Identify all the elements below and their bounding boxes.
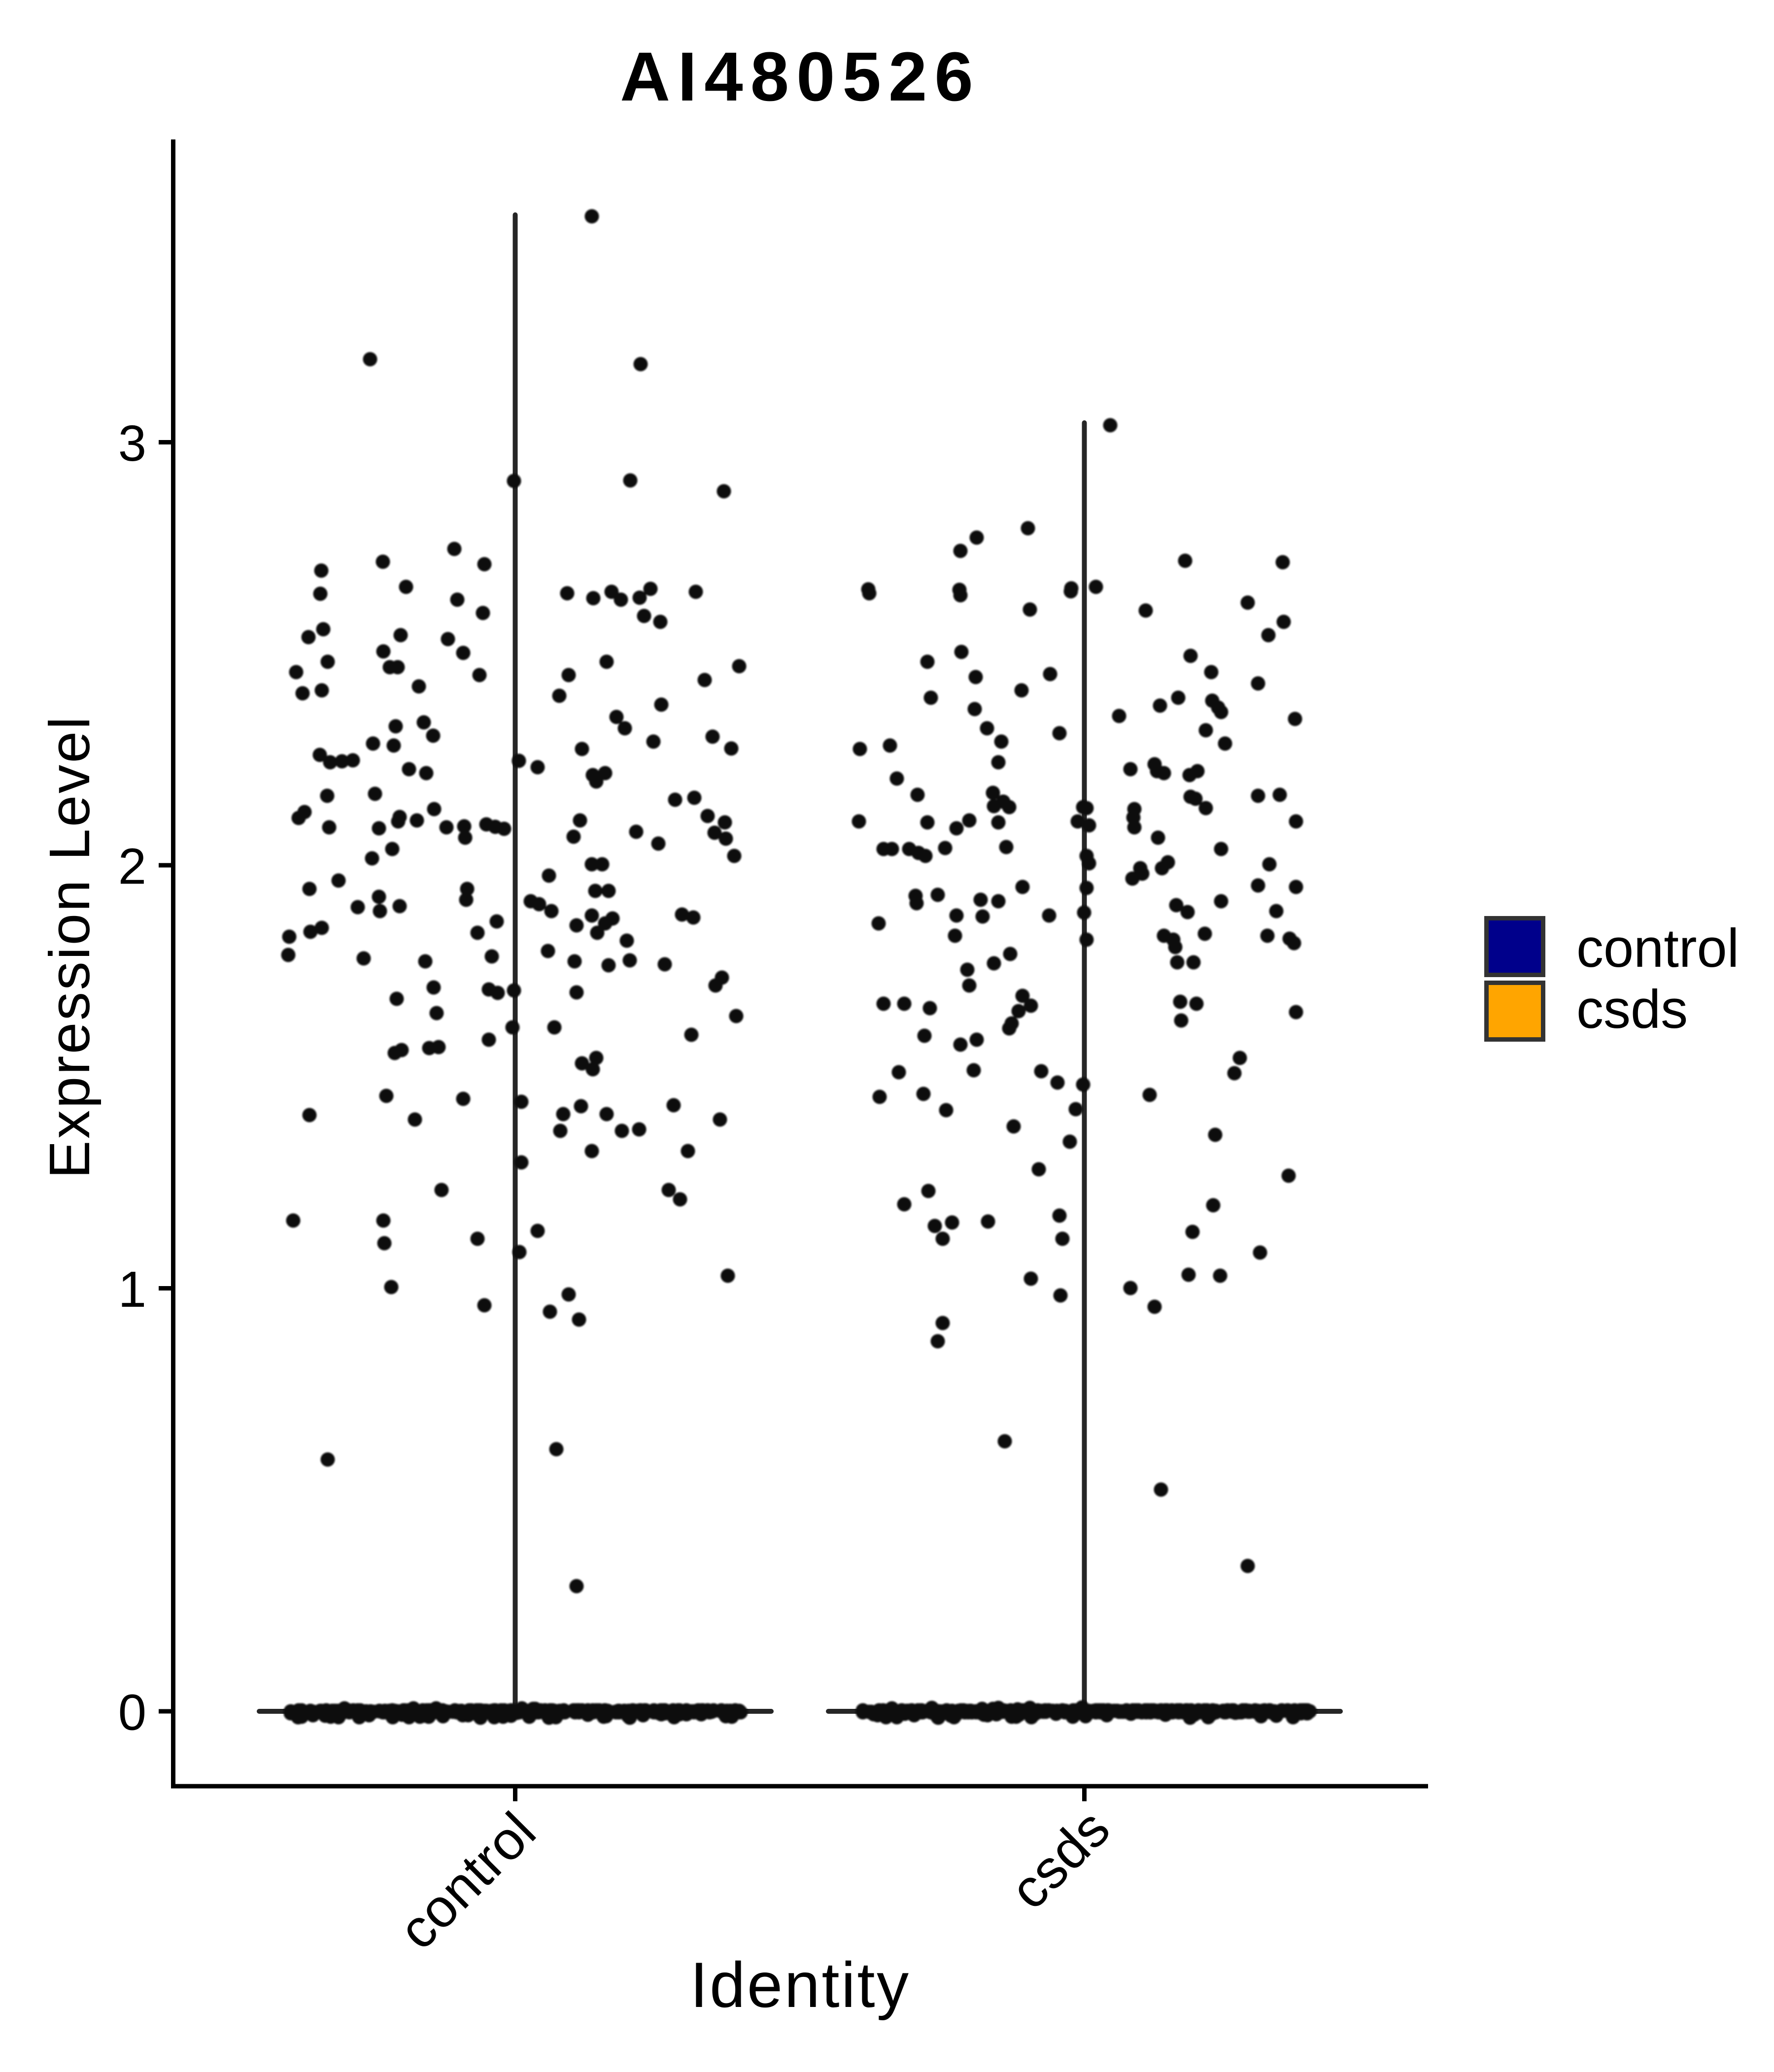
svg-text:Identity: Identity	[690, 1949, 910, 2021]
svg-text:csds: csds	[1576, 979, 1688, 1040]
svg-text:Expression Level: Expression Level	[37, 715, 102, 1179]
svg-text:0: 0	[118, 1684, 146, 1741]
svg-text:3: 3	[118, 415, 146, 472]
svg-text:2: 2	[118, 838, 146, 895]
svg-text:control: control	[1576, 918, 1739, 979]
svg-text:AI480526: AI480526	[620, 37, 981, 115]
svg-text:1: 1	[118, 1261, 146, 1318]
